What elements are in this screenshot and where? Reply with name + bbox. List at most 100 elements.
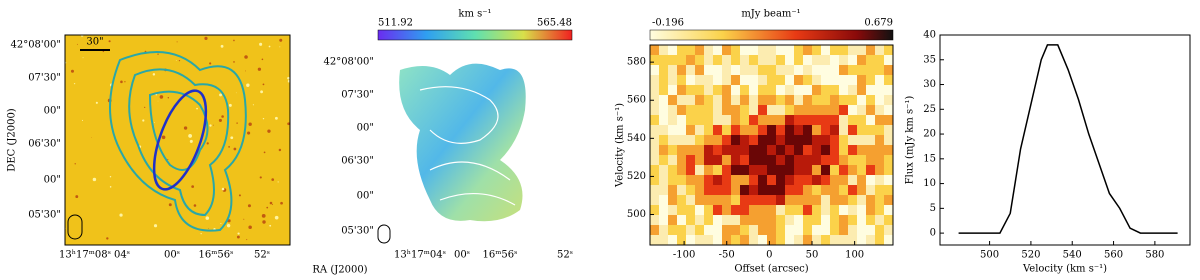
star xyxy=(226,223,231,228)
pixel xyxy=(659,145,669,156)
pixel xyxy=(722,215,732,226)
pixel xyxy=(812,135,822,146)
pixel xyxy=(650,165,660,176)
pixel xyxy=(884,105,894,116)
pixel xyxy=(839,125,849,136)
pixel xyxy=(659,105,669,116)
pixel xyxy=(776,155,786,166)
y-tick-label: 00" xyxy=(357,191,374,202)
pixel xyxy=(650,105,660,116)
pixel xyxy=(875,205,885,216)
star xyxy=(238,194,241,197)
pixel xyxy=(785,85,795,96)
star xyxy=(260,90,263,94)
pixel xyxy=(767,55,777,66)
pixel xyxy=(767,175,777,186)
pixel xyxy=(740,75,750,86)
star xyxy=(243,218,245,220)
pixel xyxy=(767,115,777,126)
pixel xyxy=(839,55,849,66)
pixel xyxy=(659,45,669,56)
pixel xyxy=(848,195,858,206)
pixel xyxy=(821,115,831,126)
pixel xyxy=(875,235,885,246)
pixel xyxy=(839,145,849,156)
star xyxy=(274,116,278,120)
pixel xyxy=(704,115,714,126)
star xyxy=(189,139,193,143)
y-tick-label: 25 xyxy=(923,104,936,115)
pixel xyxy=(659,215,669,226)
y-label: DEC (J2000) xyxy=(7,108,18,172)
pixel xyxy=(866,205,876,216)
pixel xyxy=(866,185,876,196)
pixel xyxy=(785,185,795,196)
pixel xyxy=(749,45,759,56)
optical-panel xyxy=(65,35,290,245)
pixel xyxy=(677,125,687,136)
pixel xyxy=(812,115,822,126)
x-tick-label: 04ˢ xyxy=(114,250,130,261)
star xyxy=(277,181,279,183)
pixel xyxy=(686,115,696,126)
pixel xyxy=(740,185,750,196)
y-tick-label: 00" xyxy=(357,123,374,134)
pixel xyxy=(749,55,759,66)
pixel xyxy=(659,55,669,66)
pixel xyxy=(767,205,777,216)
star xyxy=(221,115,224,118)
pixel xyxy=(884,145,894,156)
star xyxy=(248,225,252,229)
star xyxy=(269,224,272,227)
pixel xyxy=(677,185,687,196)
frame xyxy=(64,34,291,246)
star xyxy=(257,67,262,71)
x-tick-label: 520 xyxy=(1021,250,1040,261)
star xyxy=(91,137,92,139)
pixel xyxy=(731,45,741,56)
pixel xyxy=(740,165,750,176)
star xyxy=(271,178,275,181)
pixel xyxy=(785,155,795,166)
star xyxy=(263,151,266,154)
pixel xyxy=(704,105,714,116)
pixel xyxy=(722,65,732,76)
pixel xyxy=(659,155,669,166)
y-tick-label: 0 xyxy=(930,228,936,239)
star xyxy=(109,176,112,178)
star xyxy=(102,50,105,53)
pixel xyxy=(731,55,741,66)
pixel xyxy=(695,185,705,196)
pixel xyxy=(668,55,678,66)
pixel xyxy=(731,85,741,96)
pixel xyxy=(803,155,813,166)
pixel xyxy=(884,215,894,226)
pixel xyxy=(866,175,876,186)
star xyxy=(142,119,145,122)
pixel xyxy=(695,55,705,66)
pixel xyxy=(713,85,723,96)
pixel xyxy=(686,135,696,146)
pixel xyxy=(740,225,750,236)
pixel xyxy=(740,55,750,66)
pixel xyxy=(794,65,804,76)
pixel xyxy=(875,95,885,106)
star xyxy=(188,134,193,138)
pixel xyxy=(749,95,759,106)
pixel xyxy=(830,75,840,86)
star xyxy=(92,45,94,47)
pixel xyxy=(821,165,831,176)
y-tick-label: 15 xyxy=(923,153,936,164)
pixel xyxy=(821,105,831,116)
pixel xyxy=(875,145,885,156)
star xyxy=(248,122,252,126)
colorbar-label: km s⁻¹ xyxy=(458,9,491,20)
pixel xyxy=(668,165,678,176)
pixel xyxy=(875,115,885,126)
star xyxy=(193,204,197,207)
pixel xyxy=(659,115,669,126)
pixel xyxy=(686,225,696,236)
pixel xyxy=(758,195,768,206)
pixel xyxy=(767,135,777,146)
pixel xyxy=(695,155,705,166)
